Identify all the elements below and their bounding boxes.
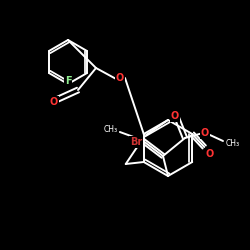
Text: F: F (65, 76, 71, 86)
Text: O: O (205, 149, 213, 159)
Text: Br: Br (130, 137, 142, 147)
Text: CH₃: CH₃ (226, 138, 240, 147)
Text: O: O (171, 111, 179, 121)
Text: O: O (116, 73, 124, 83)
Text: O: O (201, 128, 209, 138)
Text: O: O (50, 97, 58, 107)
Text: CH₃: CH₃ (104, 126, 118, 134)
